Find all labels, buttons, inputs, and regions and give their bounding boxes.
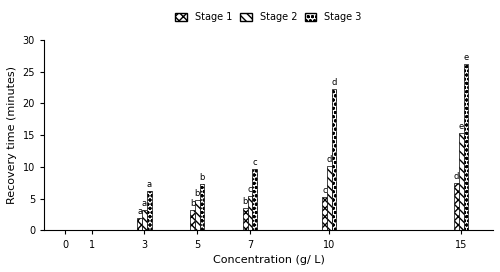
- Bar: [138, 218, 142, 230]
- Text: a: a: [142, 199, 147, 208]
- Bar: [243, 208, 248, 230]
- Legend: Stage 1, Stage 2, Stage 3: Stage 1, Stage 2, Stage 3: [174, 10, 364, 24]
- Bar: [142, 210, 147, 230]
- Bar: [190, 210, 195, 230]
- Text: b: b: [190, 199, 195, 208]
- Text: a: a: [137, 207, 142, 216]
- Text: c: c: [322, 186, 327, 195]
- Bar: [200, 184, 204, 230]
- Text: d: d: [332, 78, 336, 88]
- Bar: [248, 196, 252, 230]
- Y-axis label: Recovery time (minutes): Recovery time (minutes): [7, 66, 17, 204]
- X-axis label: Concentration (g/ L): Concentration (g/ L): [212, 255, 324, 265]
- Text: b: b: [194, 189, 200, 198]
- Text: d: d: [454, 172, 460, 181]
- Bar: [459, 133, 464, 230]
- Bar: [147, 191, 152, 230]
- Bar: [327, 166, 332, 230]
- Bar: [322, 197, 327, 230]
- Text: a: a: [146, 180, 152, 189]
- Text: e: e: [458, 122, 464, 131]
- Bar: [454, 183, 459, 230]
- Text: e: e: [464, 53, 468, 62]
- Bar: [464, 64, 468, 230]
- Bar: [195, 200, 200, 230]
- Text: d: d: [326, 155, 332, 164]
- Text: b: b: [200, 173, 204, 182]
- Text: c: c: [252, 158, 257, 167]
- Text: b: b: [242, 197, 248, 206]
- Bar: [252, 169, 257, 230]
- Text: c: c: [248, 185, 252, 194]
- Bar: [332, 89, 336, 230]
